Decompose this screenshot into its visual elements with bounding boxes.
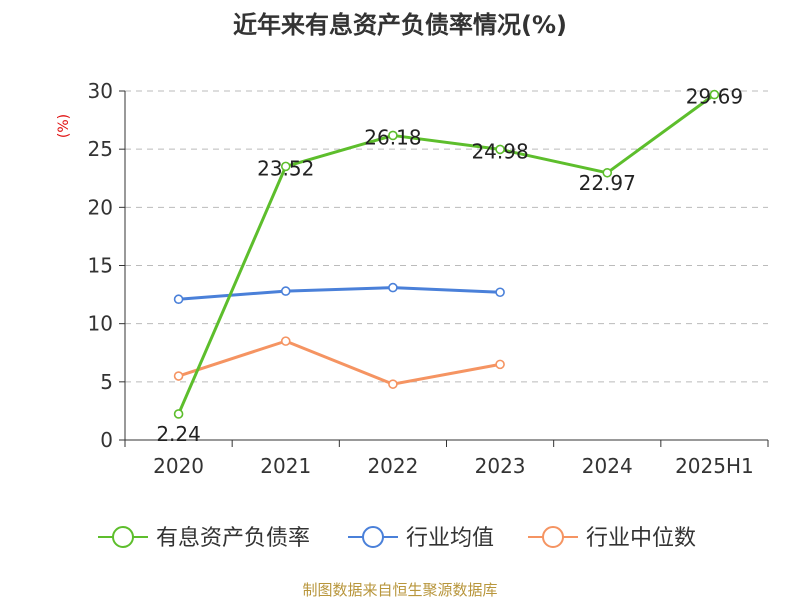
y-tick-label: 30 [88, 79, 113, 103]
data-labels: 2.24 23.52 26.18 24.98 22.97 29.69 [156, 85, 743, 446]
y-tick-label: 25 [88, 137, 113, 161]
source-note: 制图数据来自恒生聚源数据库 [302, 581, 497, 599]
chart-title: 近年来有息资产负债率情况(%) [233, 11, 567, 39]
data-label: 23.52 [257, 156, 314, 180]
y-axis-ticks: 0 5 10 15 20 25 30 [88, 79, 125, 452]
data-point [280, 161, 291, 172]
y-tick-label: 20 [88, 195, 113, 219]
data-point [173, 371, 184, 381]
x-tick-label: 2025H1 [675, 454, 754, 478]
data-point [388, 379, 398, 389]
data-label: 22.97 [579, 171, 636, 195]
y-tick-label: 15 [88, 254, 113, 278]
data-label: 24.98 [471, 139, 528, 163]
legend-swatch-marker [112, 526, 134, 548]
y-tick-label: 10 [88, 312, 113, 336]
y-axis-label: (%) [56, 114, 72, 138]
x-tick-label: 2022 [367, 454, 418, 478]
data-point [173, 294, 184, 305]
data-point [280, 336, 291, 346]
data-label: 29.69 [686, 85, 743, 109]
data-label: 2.24 [156, 422, 201, 446]
series-line-0 [177, 93, 716, 415]
legend-label: 有息资产负债率 [156, 526, 310, 551]
legend: 有息资产负债率 行业均值 行业中位数 [98, 526, 696, 551]
series-group [173, 89, 720, 419]
data-point [388, 282, 398, 293]
x-tick-label: 2024 [582, 454, 633, 478]
data-point [280, 286, 291, 296]
data-point [709, 89, 720, 100]
data-point [495, 144, 505, 155]
legend-swatch-marker [362, 526, 384, 548]
data-point [495, 359, 505, 370]
legend-label: 行业均值 [406, 526, 494, 551]
data-point [173, 409, 184, 419]
series-line-1 [178, 286, 501, 301]
x-axis-ticks: 2020 2021 2022 2023 2024 2025H1 [124, 440, 769, 478]
series-line-2 [178, 339, 501, 386]
y-tick-label: 5 [100, 370, 113, 394]
data-label: 26.18 [364, 125, 421, 149]
x-tick-label: 2021 [260, 454, 311, 478]
y-tick-label: 0 [100, 428, 113, 452]
legend-swatch-marker [542, 526, 564, 548]
data-point [602, 167, 613, 178]
x-tick-label: 2020 [153, 454, 204, 478]
grid-lines [125, 90, 768, 383]
x-tick-label: 2023 [475, 454, 526, 478]
data-point [495, 287, 505, 298]
legend-label: 行业中位数 [586, 526, 696, 551]
data-point [388, 130, 398, 141]
